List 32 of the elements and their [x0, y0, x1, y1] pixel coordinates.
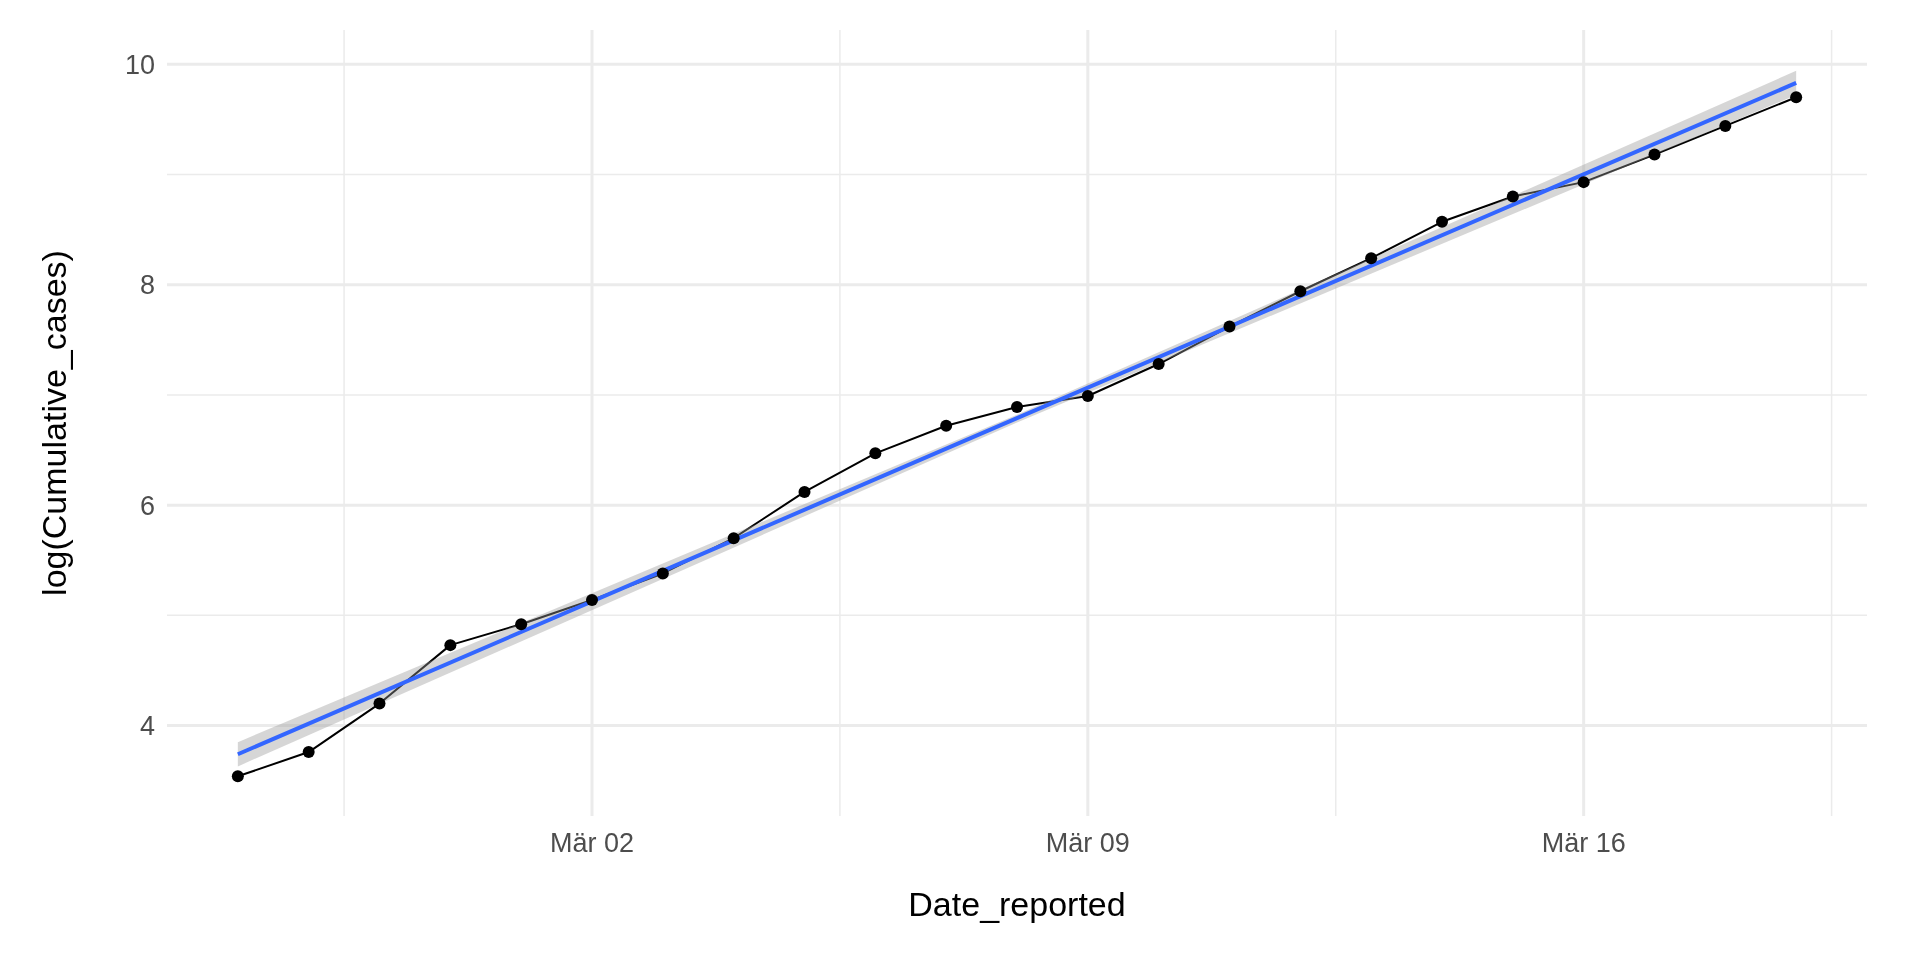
point [1719, 119, 1732, 132]
point [940, 419, 953, 432]
x-tick-label: Mär 09 [1045, 828, 1130, 858]
point [1365, 252, 1378, 265]
point [1506, 190, 1519, 203]
point [656, 567, 669, 580]
y-tick-label: 6 [139, 490, 155, 521]
point [727, 532, 740, 545]
x-axis-title: Date_reported [908, 885, 1126, 923]
y-axis-title: log(Cumulative_cases) [35, 250, 73, 596]
point [515, 618, 528, 631]
point [1577, 176, 1590, 189]
point [1790, 91, 1803, 104]
point [1223, 320, 1236, 333]
point [1648, 148, 1661, 161]
point [1011, 401, 1023, 414]
point [869, 447, 882, 460]
x-tick-label: Mär 02 [549, 828, 635, 858]
point [586, 593, 598, 606]
x-tick-label: Mär 16 [1541, 828, 1626, 858]
point [798, 485, 811, 498]
y-tick-label: 10 [124, 49, 155, 80]
point [1152, 358, 1165, 371]
point [444, 639, 457, 652]
point [302, 746, 315, 759]
point [1294, 285, 1307, 298]
point [1436, 215, 1448, 228]
y-tick-label: 4 [139, 711, 155, 742]
y-tick-label: 8 [139, 270, 155, 301]
point [231, 770, 244, 783]
point [373, 697, 386, 710]
point [1081, 389, 1094, 402]
